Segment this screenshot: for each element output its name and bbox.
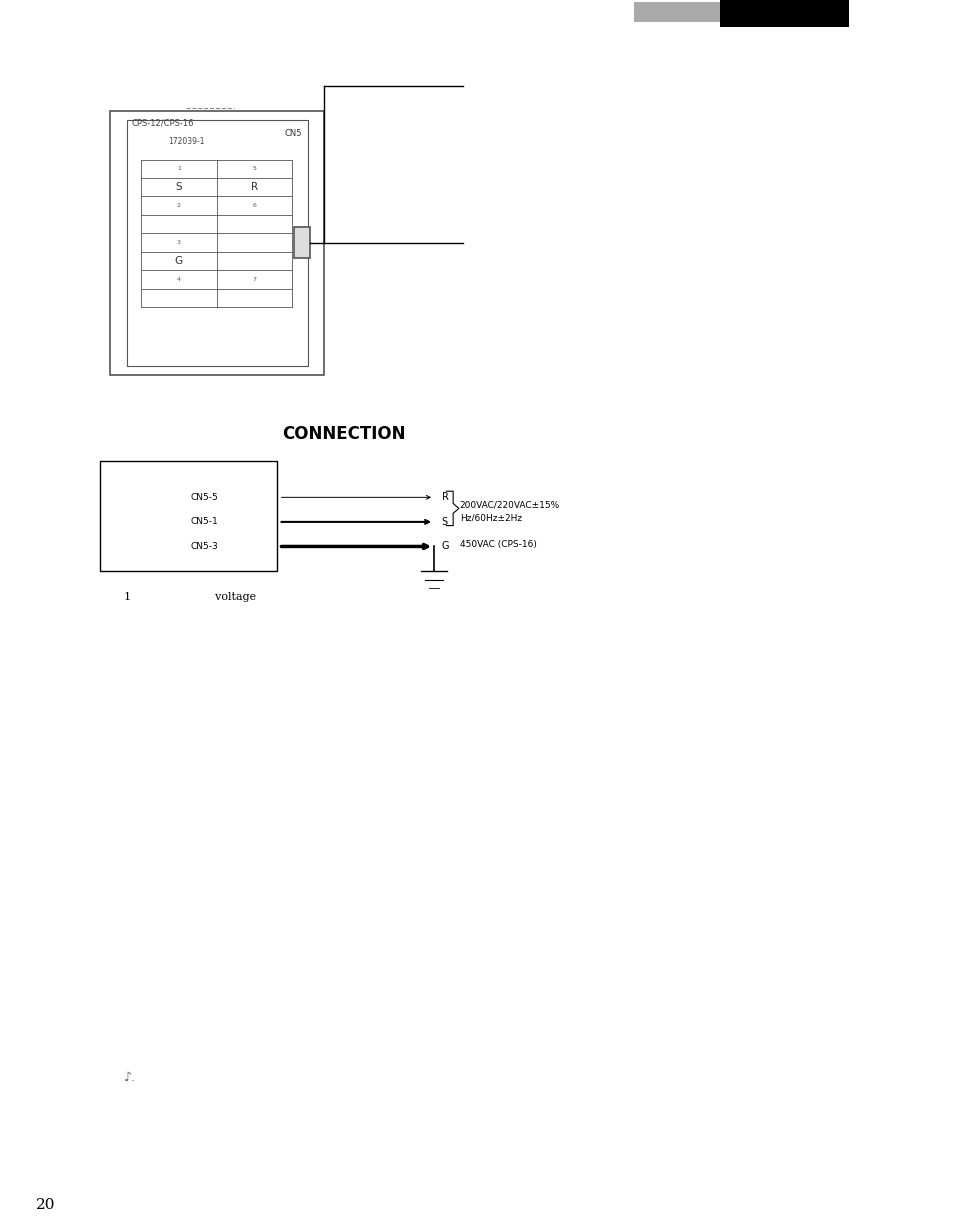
Text: CPS-12/CPS-16: CPS-12/CPS-16 bbox=[132, 119, 194, 128]
Text: ♪.: ♪. bbox=[124, 1071, 136, 1084]
Text: S: S bbox=[441, 517, 447, 527]
Text: Hz/60Hz±2Hz: Hz/60Hz±2Hz bbox=[459, 513, 521, 523]
Text: CN5-1: CN5-1 bbox=[191, 517, 218, 527]
Text: CN5: CN5 bbox=[284, 129, 301, 138]
Text: 200VAC/220VAC±15%: 200VAC/220VAC±15% bbox=[459, 500, 559, 510]
Bar bbox=[127, 120, 308, 366]
Text: 450VAC (CPS-16): 450VAC (CPS-16) bbox=[459, 539, 537, 549]
Text: 7: 7 bbox=[252, 276, 256, 282]
Bar bbox=[294, 227, 310, 258]
Text: G: G bbox=[174, 255, 183, 266]
Text: 3: 3 bbox=[176, 239, 181, 246]
Bar bbox=[110, 111, 324, 375]
Text: 5: 5 bbox=[252, 166, 256, 172]
Text: 20: 20 bbox=[36, 1199, 55, 1212]
Text: 6: 6 bbox=[252, 203, 256, 209]
Text: 1                        voltage: 1 voltage bbox=[124, 592, 255, 602]
Text: CN5-3: CN5-3 bbox=[191, 542, 218, 551]
Text: 1: 1 bbox=[176, 166, 181, 172]
Text: G: G bbox=[441, 542, 449, 551]
Bar bbox=[634, 2, 720, 22]
Text: R: R bbox=[441, 492, 448, 502]
Text: 172039-1: 172039-1 bbox=[168, 138, 204, 146]
Bar bbox=[720, 0, 848, 27]
Text: 2: 2 bbox=[176, 203, 181, 209]
Text: CN5-5: CN5-5 bbox=[191, 492, 218, 502]
Text: R: R bbox=[251, 182, 257, 193]
Text: CONNECTION: CONNECTION bbox=[281, 425, 405, 443]
Bar bbox=[100, 460, 276, 571]
Text: S: S bbox=[175, 182, 182, 193]
Text: 4: 4 bbox=[176, 276, 181, 282]
